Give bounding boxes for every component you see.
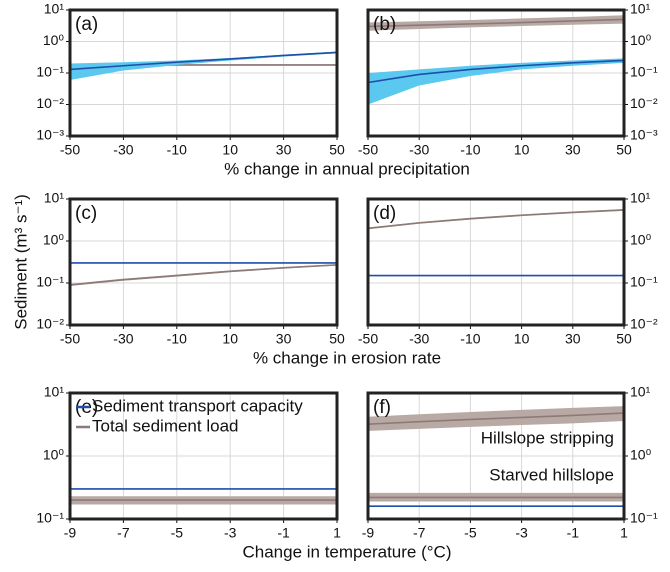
y-tick-label: 10⁻³ — [36, 127, 64, 143]
x-tick-label: 30 — [565, 142, 581, 158]
y-tick-label: 10⁰ — [630, 32, 652, 48]
x-tick-label: -5 — [464, 525, 477, 541]
panel-frame — [68, 8, 339, 138]
series-line — [367, 59, 625, 84]
y-tick-label: 10⁻² — [36, 316, 64, 332]
x-tick-label: 50 — [329, 331, 345, 347]
y-tick-label: 10⁻² — [36, 95, 64, 111]
x-axis-label: % change in annual precipitation — [224, 159, 470, 178]
series-line — [367, 18, 625, 28]
panel-frame — [366, 8, 626, 138]
annotation: Hillslope stripping — [481, 428, 614, 447]
x-tick-label: 10 — [514, 331, 530, 347]
panel-frame — [366, 391, 626, 521]
y-tick-label: 10⁰ — [630, 232, 652, 248]
panel-frame — [68, 391, 339, 521]
uncertainty-band — [70, 51, 337, 80]
annotation: Starved hillslope — [489, 465, 614, 484]
y-tick-label: 10¹ — [44, 384, 65, 400]
x-tick-label: -10 — [460, 331, 480, 347]
y-tick-label: 10⁻² — [630, 95, 658, 111]
x-tick-label: 30 — [565, 331, 581, 347]
series-line — [367, 209, 625, 230]
x-tick-label: -9 — [362, 525, 375, 541]
x-tick-label: -9 — [64, 525, 77, 541]
y-tick-label: 10¹ — [630, 1, 651, 17]
uncertainty-band — [368, 58, 624, 105]
y-tick-label: 10¹ — [44, 1, 65, 17]
x-tick-label: -5 — [171, 525, 184, 541]
x-tick-label: -50 — [358, 142, 378, 158]
y-tick-label: 10⁻¹ — [36, 510, 64, 526]
y-tick-label: 10⁰ — [630, 447, 652, 463]
x-tick-label: -10 — [167, 331, 187, 347]
panel-frame — [366, 197, 626, 327]
y-tick-label: 10⁰ — [43, 32, 65, 48]
x-tick-label: -30 — [409, 142, 429, 158]
legend-label: Total sediment load — [92, 416, 238, 435]
x-tick-label: -1 — [567, 525, 580, 541]
x-tick-label: -30 — [409, 331, 429, 347]
y-tick-label: 10¹ — [44, 190, 65, 206]
y-tick-label: 10⁻¹ — [36, 274, 64, 290]
x-tick-label: -10 — [167, 142, 187, 158]
y-tick-label: 10¹ — [630, 190, 651, 206]
x-tick-label: 10 — [514, 142, 530, 158]
series-line — [69, 264, 338, 286]
x-tick-label: 10 — [222, 331, 238, 347]
x-tick-label: 30 — [276, 142, 292, 158]
y-tick-label: 10⁻¹ — [630, 274, 658, 290]
y-tick-label: 10⁰ — [43, 447, 65, 463]
x-tick-label: -7 — [117, 525, 130, 541]
x-tick-label: -50 — [60, 331, 80, 347]
y-tick-label: 10⁻¹ — [630, 510, 658, 526]
y-tick-label: 10⁻³ — [630, 127, 658, 143]
x-tick-label: -3 — [515, 525, 528, 541]
panel-label: (a) — [75, 14, 98, 35]
x-tick-label: -3 — [224, 525, 237, 541]
x-tick-label: 1 — [333, 525, 341, 541]
x-tick-label: -30 — [113, 331, 133, 347]
x-tick-label: -1 — [277, 525, 290, 541]
panel-label: (f) — [373, 397, 391, 418]
y-axis-label: Sediment (m³ s⁻¹) — [11, 194, 30, 330]
x-tick-label: -7 — [413, 525, 426, 541]
x-axis-label: Change in temperature (°C) — [242, 542, 451, 561]
panel-label: (d) — [373, 203, 396, 224]
panel-label: (c) — [75, 203, 97, 224]
y-tick-label: 10⁻¹ — [36, 64, 64, 80]
x-tick-label: 50 — [616, 331, 632, 347]
x-tick-label: -30 — [113, 142, 133, 158]
x-axis-label: % change in erosion rate — [253, 348, 441, 367]
panel-frame — [68, 197, 339, 327]
x-tick-label: -10 — [460, 142, 480, 158]
x-tick-label: 50 — [616, 142, 632, 158]
x-tick-label: 1 — [620, 525, 628, 541]
panel-label: (b) — [373, 14, 396, 35]
y-tick-label: 10⁻² — [630, 316, 658, 332]
y-tick-label: 10⁻¹ — [630, 64, 658, 80]
legend-label: Sediment transport capacity — [92, 396, 303, 415]
series-line — [367, 412, 625, 425]
y-tick-label: 10¹ — [630, 384, 651, 400]
series-line — [69, 51, 338, 71]
x-tick-label: -50 — [60, 142, 80, 158]
x-tick-label: 10 — [222, 142, 238, 158]
x-tick-label: -50 — [358, 331, 378, 347]
x-tick-label: 30 — [276, 331, 292, 347]
x-tick-label: 50 — [329, 142, 345, 158]
y-tick-label: 10⁰ — [43, 232, 65, 248]
